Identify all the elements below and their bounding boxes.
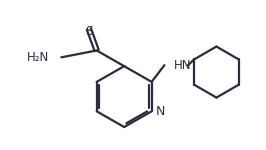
Text: S: S [85, 25, 93, 38]
Text: HN: HN [174, 59, 192, 72]
Text: N: N [156, 105, 165, 118]
Text: H₂N: H₂N [27, 51, 49, 64]
